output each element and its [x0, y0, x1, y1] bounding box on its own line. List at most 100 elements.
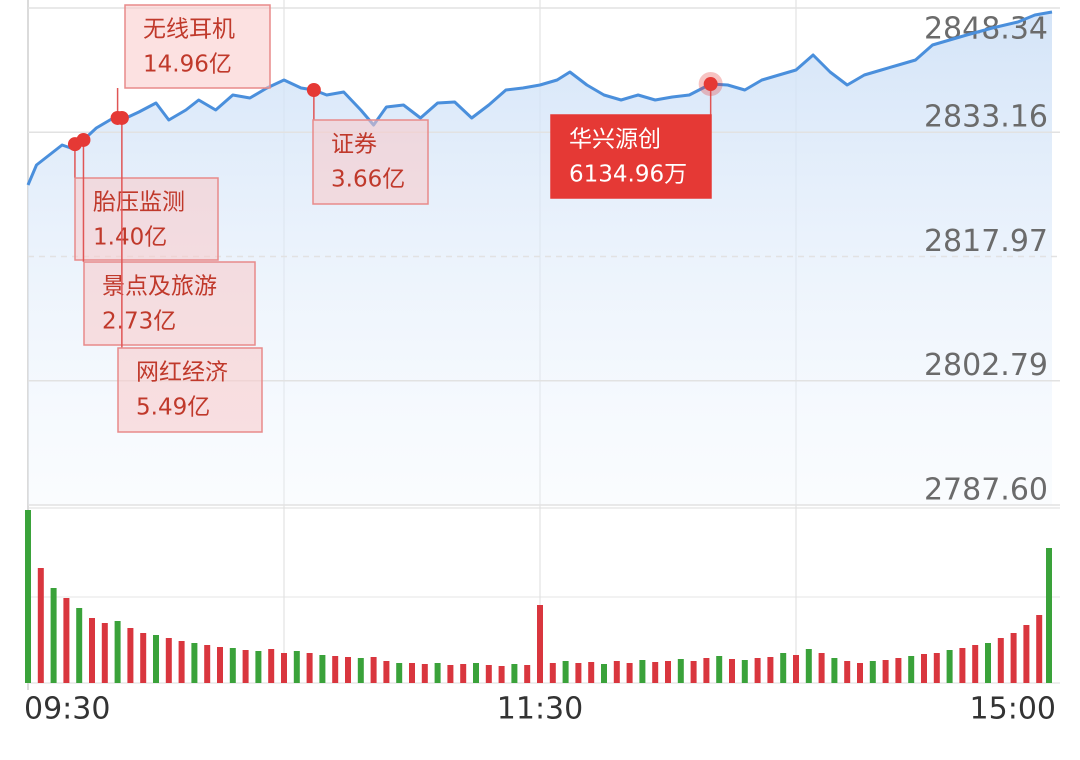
volume-bar — [498, 666, 505, 683]
volume-bar — [601, 664, 607, 683]
volume-bar — [869, 661, 876, 683]
price-line — [26, 10, 1053, 186]
volume-bar — [50, 588, 57, 683]
volume-bar — [447, 665, 454, 683]
volume-bar — [741, 660, 748, 683]
volume-bar — [690, 661, 697, 683]
volume-bar — [780, 653, 787, 683]
volume-bar — [716, 656, 723, 683]
annotation-amount: 1.40亿 — [93, 225, 167, 251]
volume-bar — [665, 661, 671, 683]
annotation-label: 网红经济 — [136, 360, 228, 386]
volume-bar — [1046, 548, 1052, 683]
volume-bar — [485, 665, 492, 683]
annotation-dot — [114, 110, 129, 125]
volume-bar — [588, 662, 595, 683]
volume-bar — [204, 645, 211, 683]
volume-bar — [1036, 615, 1043, 683]
volume-bar — [306, 653, 313, 683]
volume-bar — [101, 623, 108, 683]
y-tick-label: 2787.60 — [924, 473, 1048, 508]
volume-bar — [63, 598, 70, 683]
annotation-amount: 6134.96万 — [569, 162, 687, 188]
annotation-label: 无线耳机 — [143, 17, 235, 43]
volume-bar — [946, 650, 953, 683]
volume-bar — [127, 628, 134, 683]
x-tick-label: 15:00 — [970, 692, 1056, 727]
volume-bar — [357, 658, 364, 683]
annotation-dot — [76, 132, 91, 147]
volume-bar — [767, 657, 774, 683]
x-tick-label: 09:30 — [24, 692, 110, 727]
volume-bar — [370, 657, 377, 683]
volume-bar — [626, 663, 633, 683]
volume-bar — [754, 658, 761, 683]
volume-bar — [844, 661, 851, 683]
volume-bar — [178, 641, 185, 683]
volume-bar — [1023, 625, 1030, 683]
annotation-label: 华兴源创 — [569, 127, 661, 153]
volume-bar — [805, 649, 812, 683]
volume-bar — [345, 657, 351, 683]
volume-bar — [153, 635, 159, 683]
volume-bar — [460, 664, 467, 683]
volume-bar — [293, 651, 300, 683]
volume-bar — [997, 638, 1004, 683]
volume-bar — [933, 653, 940, 683]
volume-bar — [421, 664, 428, 683]
volume-bar — [191, 643, 198, 683]
y-tick-label: 2817.97 — [924, 224, 1048, 259]
volume-bar — [114, 621, 121, 683]
volume-bar — [985, 643, 991, 683]
volume-bar — [89, 618, 95, 683]
volume-bar — [831, 658, 838, 683]
volume-bar — [895, 658, 902, 683]
volume-bar — [229, 648, 236, 683]
volume-bar — [319, 655, 326, 683]
volume-bar — [677, 659, 684, 683]
volume-bar — [165, 638, 172, 683]
annotation-amount: 5.49亿 — [136, 395, 210, 421]
volume-bar — [959, 648, 966, 683]
annotation-amount: 3.66亿 — [331, 167, 405, 193]
volume-bar — [613, 661, 620, 683]
annotation-box — [124, 4, 271, 89]
volume-bar — [511, 664, 518, 683]
annotation-amount: 14.96亿 — [143, 52, 232, 78]
volume-bar — [25, 510, 31, 683]
volume-bar — [524, 665, 531, 683]
annotation-box — [550, 114, 712, 199]
price-area — [28, 12, 1052, 505]
volume-bar — [639, 660, 646, 683]
volume-bar — [268, 649, 275, 683]
volume-bar — [383, 661, 390, 683]
volume-bar — [409, 663, 415, 683]
volume-bar — [908, 656, 915, 683]
volume-bar — [537, 605, 543, 683]
volume-bar — [921, 654, 927, 683]
annotation-label: 景点及旅游 — [102, 274, 217, 300]
annotation-label: 证券 — [331, 132, 377, 158]
volume-bar — [242, 650, 249, 683]
annotation-box — [312, 119, 429, 205]
volume-bar — [972, 645, 979, 683]
volume-bar — [857, 663, 863, 683]
annotation-dot — [306, 82, 321, 97]
volume-bar — [818, 653, 825, 683]
volume-bar — [562, 661, 569, 683]
annotation-amount: 2.73亿 — [102, 309, 176, 335]
annotation-dot — [703, 77, 718, 92]
volume-bar — [1010, 633, 1017, 683]
volume-bar — [396, 663, 403, 683]
annotation-box — [74, 177, 219, 261]
volume-bar — [729, 659, 735, 683]
volume-bar — [703, 658, 710, 683]
volume-bar — [140, 633, 147, 683]
volume-bar — [882, 660, 889, 683]
x-tick-label: 11:30 — [497, 692, 583, 727]
volume-bar — [255, 651, 262, 683]
volume-bar — [434, 663, 441, 683]
y-tick-label: 2802.79 — [924, 348, 1048, 383]
